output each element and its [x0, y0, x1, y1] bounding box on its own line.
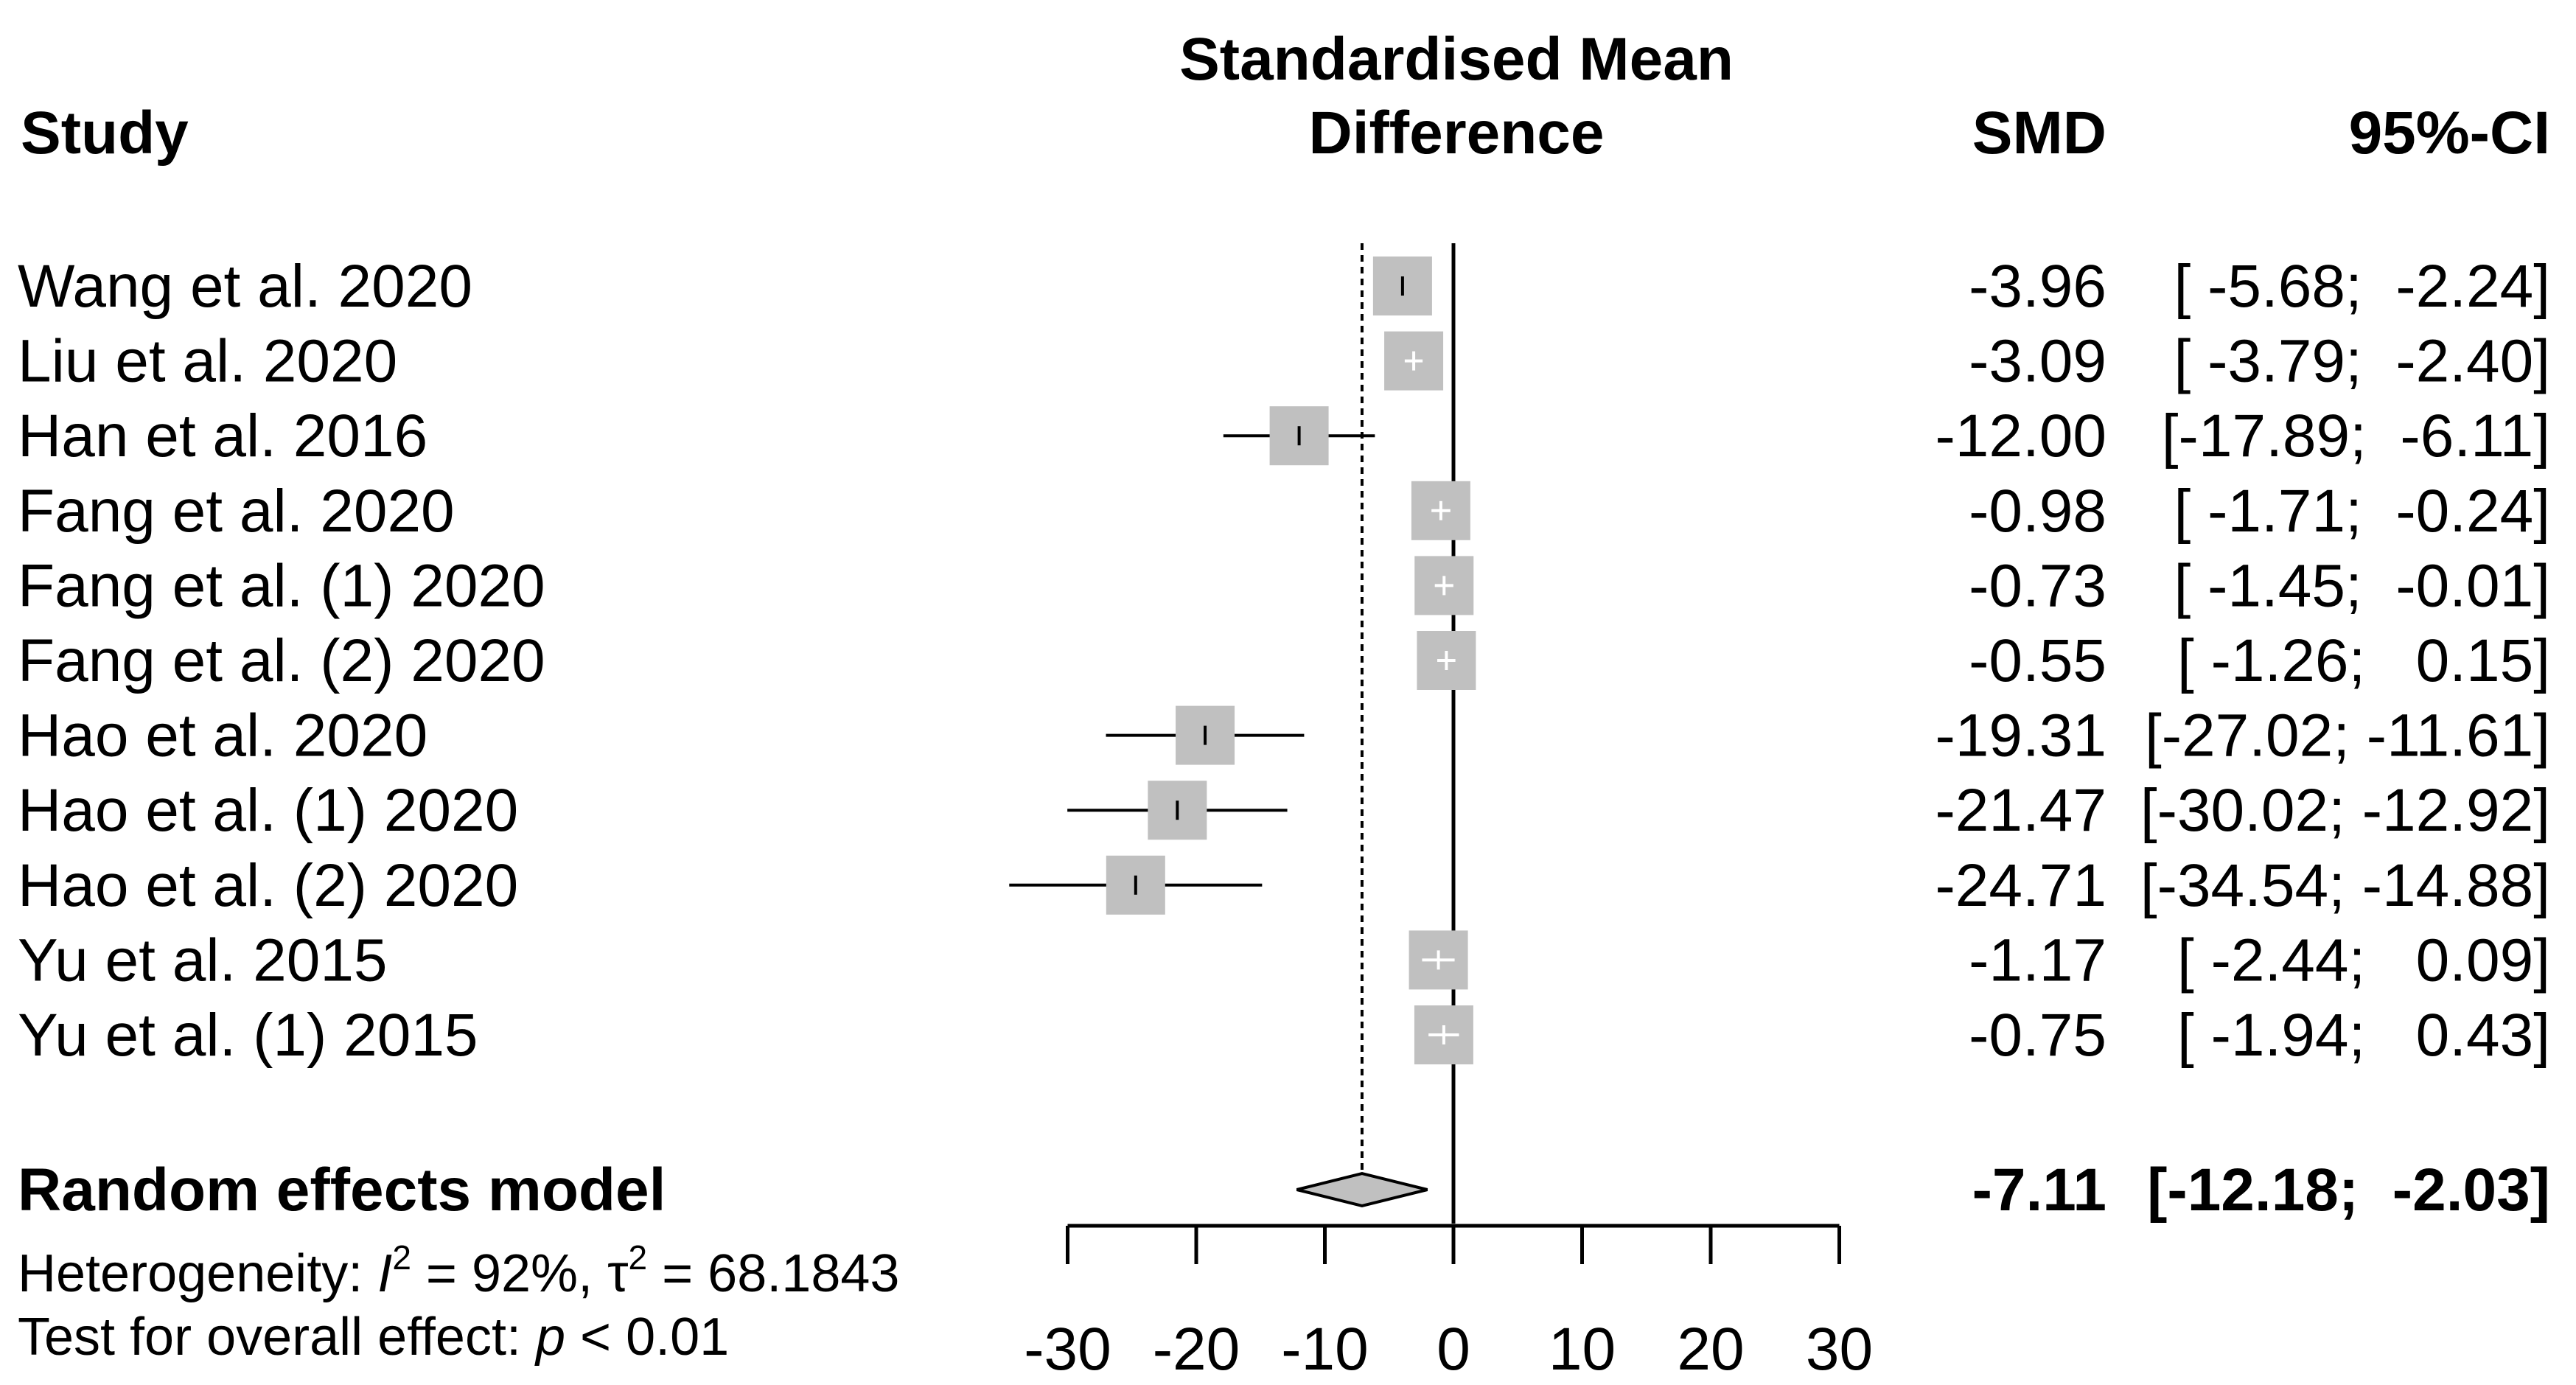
- tau-value: = 68.1843: [647, 1244, 899, 1303]
- study-smd: -3.09: [1969, 328, 2106, 395]
- summary-name: Random effects model: [18, 1157, 666, 1224]
- overall-effect-text: Test for overall effect: p < 0.01: [18, 1308, 729, 1367]
- study-smd: -24.71: [1935, 852, 2106, 919]
- study-rows: Wang et al. 2020 -3.96 [ -5.68; -2.24] Liu …: [18, 253, 2550, 1069]
- header-study: Study: [21, 100, 189, 167]
- summary-row: Random effects model -7.11 [-12.18; -2.03]: [18, 1157, 2550, 1224]
- study-name: Liu et al. 2020: [18, 328, 397, 395]
- study-name: Yu et al. (1) 2015: [18, 1002, 478, 1069]
- study-smd: -0.73: [1969, 552, 2106, 619]
- p-symbol: p: [534, 1308, 565, 1367]
- study-ci: [ -1.26; 0.15]: [2177, 627, 2550, 694]
- study-ci: [ -2.44; 0.09]: [2177, 927, 2550, 994]
- x-axis-tick-label: 20: [1677, 1316, 1744, 1383]
- header-plot-title-line1: Standardised Mean: [1179, 26, 1734, 93]
- study-smd: -1.17: [1969, 927, 2106, 994]
- study-smd: -19.31: [1935, 702, 2106, 770]
- study-row: Yu et al. 2015 -1.17 [ -2.44; 0.09]: [18, 927, 2550, 994]
- x-axis-tick-label: -20: [1153, 1316, 1240, 1383]
- x-axis-tick-label: 30: [1806, 1316, 1873, 1383]
- study-ci: [ -1.71; -0.24]: [2174, 478, 2551, 545]
- header-smd: SMD: [1972, 100, 2106, 167]
- study-row: Han et al. 2016 -12.00 [-17.89; -6.11]: [18, 402, 2550, 470]
- study-ci: [-17.89; -6.11]: [2162, 402, 2550, 470]
- study-ci: [-34.54; -14.88]: [2140, 852, 2550, 919]
- plot-axes: -30 -20 -10 0 10 20 30: [1024, 243, 1873, 1383]
- study-smd: -3.96: [1969, 253, 2106, 320]
- study-name: Hao et al. (1) 2020: [18, 777, 518, 844]
- study-ci: [-27.02; -11.61]: [2145, 702, 2550, 770]
- study-smd: -0.75: [1969, 1002, 2106, 1069]
- study-row: Hao et al. 2020 -19.31 [-27.02; -11.61]: [18, 702, 2550, 770]
- study-name: Fang et al. 2020: [18, 478, 455, 545]
- study-row: Hao et al. (2) 2020 -24.71 [-34.54; -14.88…: [18, 852, 2550, 919]
- i2-value: = 92%,: [411, 1244, 607, 1303]
- x-axis-tick-label: 10: [1549, 1316, 1616, 1383]
- study-row: Fang et al. 2020 -0.98 [ -1.71; -0.24]: [18, 478, 2550, 545]
- header-plot-title-line2: Difference: [1308, 100, 1604, 167]
- study-ci: [ -3.79; -2.40]: [2174, 328, 2551, 395]
- study-row: Yu et al. (1) 2015 -0.75 [ -1.94; 0.43]: [18, 1002, 2550, 1069]
- test-prefix: Test for overall effect:: [18, 1308, 536, 1367]
- summary-diamond: [1296, 1171, 1428, 1208]
- heterogeneity-text: Heterogeneity: I2 = 92%, τ2 = 68.1843: [18, 1238, 899, 1303]
- study-ci: [ -1.94; 0.43]: [2177, 1002, 2550, 1069]
- study-ci: [ -5.68; -2.24]: [2174, 253, 2551, 320]
- study-row: Wang et al. 2020 -3.96 [ -5.68; -2.24]: [18, 253, 2550, 320]
- study-ci: [-30.02; -12.92]: [2140, 777, 2550, 844]
- x-axis-tick-label: -30: [1024, 1316, 1111, 1383]
- tau-symbol: τ: [607, 1244, 628, 1303]
- summary-ci: [-12.18; -2.03]: [2147, 1157, 2550, 1224]
- i2-symbol: I: [377, 1244, 392, 1303]
- i2-superscript: 2: [392, 1238, 411, 1277]
- header-ci: 95%-CI: [2349, 100, 2550, 167]
- study-row: Fang et al. (1) 2020 -0.73 [ -1.45; -0.01]: [18, 552, 2550, 619]
- summary-smd: -7.11: [1972, 1157, 2106, 1224]
- tau-superscript: 2: [629, 1238, 648, 1277]
- study-name: Hao et al. (2) 2020: [18, 852, 518, 919]
- study-name: Fang et al. (2) 2020: [18, 627, 545, 694]
- study-name: Fang et al. (1) 2020: [18, 552, 545, 619]
- study-ci: [ -1.45; -0.01]: [2174, 552, 2551, 619]
- heterogeneity-prefix: Heterogeneity:: [18, 1244, 377, 1303]
- x-axis-tick-label: 0: [1437, 1316, 1470, 1383]
- p-value: < 0.01: [565, 1308, 729, 1367]
- study-name: Wang et al. 2020: [18, 253, 472, 320]
- study-row: Hao et al. (1) 2020 -21.47 [-30.02; -12.92…: [18, 777, 2550, 844]
- study-name: Han et al. 2016: [18, 402, 427, 470]
- x-axis-tick-label: -10: [1281, 1316, 1369, 1383]
- study-smd: -12.00: [1935, 402, 2106, 470]
- study-row: Liu et al. 2020 -3.09 [ -3.79; -2.40]: [18, 328, 2550, 395]
- study-smd: -0.98: [1969, 478, 2106, 545]
- study-name: Hao et al. 2020: [18, 702, 427, 770]
- study-smd: -21.47: [1935, 777, 2106, 844]
- study-smd: -0.55: [1969, 627, 2106, 694]
- study-name: Yu et al. 2015: [18, 927, 388, 994]
- study-row: Fang et al. (2) 2020 -0.55 [ -1.26; 0.15]: [18, 627, 2550, 694]
